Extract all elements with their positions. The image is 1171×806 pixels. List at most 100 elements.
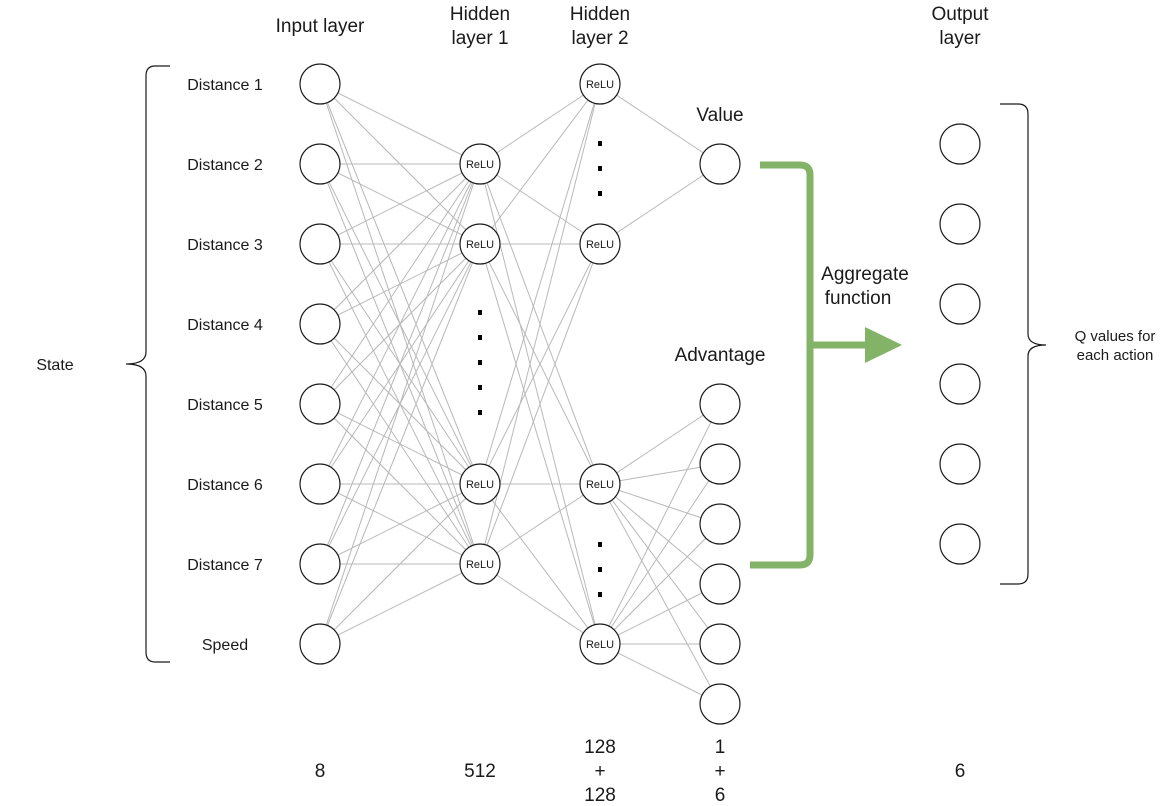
neuron-circle [699,563,741,605]
neuron-circle [699,683,741,725]
input-label-distance-4: Distance 4 [187,317,263,334]
hidden-1-neuron-1: ReLU [459,143,501,185]
hidden-layer-2-title-line-2: layer 2 [571,28,628,49]
neuron-circle [459,463,501,505]
hidden-2-advantage-neuron-1: ReLU [579,463,621,505]
relu-label: ReLU [586,479,614,491]
neuron-circle [939,363,981,405]
hidden-layer-1-title-line-1: Hidden [450,4,510,25]
connection-line [479,483,601,565]
hidden-2-count-line-3: 128 [584,785,616,806]
connection-line [599,643,721,705]
advantage-neuron-6 [699,683,741,725]
connection-line [319,163,481,325]
input-label-distance-3: Distance 3 [187,237,263,254]
connection-line [599,523,721,645]
neuron-circle [699,623,741,665]
connection-line [599,483,721,705]
advantage-neuron-5 [699,623,741,665]
hidden-layer-2-title-line-1: Hidden [570,4,630,25]
q-values-label-line-2: each action [1077,347,1154,364]
neuron-circle [939,443,981,485]
aggregate-arrow [750,161,902,569]
connections [319,83,721,705]
connection-line [479,563,601,645]
neuron-circle [579,223,621,265]
neuron-circle [299,223,341,265]
advantage-stream-label: Advantage [675,345,766,366]
hidden-1-neuron-2: ReLU [459,223,501,265]
streams-count-line-1: 1 [715,737,726,758]
connection-line [479,83,601,165]
q-values-brace [1000,103,1047,585]
hidden-1-ellipsis [478,310,482,415]
input-label-distance-1: Distance 1 [187,77,263,94]
relu-label: ReLU [586,239,614,251]
neuron-circle [579,63,621,105]
neuron-circle [699,143,741,185]
q-values-label-line-1: Q values for [1075,328,1156,345]
connection-line [319,163,481,245]
aggregate-function-label-line-2: function [825,288,892,309]
connection-line [599,403,721,645]
value-stream-label: Value [696,105,743,126]
hidden-2-value-neuron-2: ReLU [579,223,621,265]
input-neuron-4 [299,303,341,345]
connection-line [319,163,481,405]
neuron-circle [299,463,341,505]
connection-line [319,163,481,645]
relu-label: ReLU [466,559,494,571]
input-neuron-1 [299,63,341,105]
neuron-circle [299,303,341,345]
neuron-circle [699,383,741,425]
neurons: ReLU ReLU ReLU ReLU ReLU ReLU ReLU ReLU [299,63,981,725]
neuron-circle [299,383,341,425]
neuron-circle [299,543,341,585]
neuron-circle [939,523,981,565]
connection-line [599,483,721,525]
neuron-circle [699,443,741,485]
neuron-circle [459,543,501,585]
input-neuron-8 [299,623,341,665]
input-label-distance-7: Distance 7 [187,557,263,574]
state-label: State [36,357,73,374]
connection-line [599,483,721,645]
input-label-distance-6: Distance 6 [187,477,263,494]
hidden-layer-1-title-line-2: layer 1 [451,28,508,49]
connection-line [479,243,601,485]
output-neuron-6 [939,523,981,565]
connection-line [479,243,601,565]
connection-line [479,83,601,245]
neuron-circle [459,223,501,265]
hidden-2-value-ellipsis [598,141,602,196]
neuron-circle [579,463,621,505]
connection-line [319,563,481,645]
advantage-neuron-1 [699,383,741,425]
neuron-circle [299,623,341,665]
output-neuron-2 [939,203,981,245]
connection-line [599,403,721,485]
output-count: 6 [955,761,966,782]
relu-label: ReLU [586,79,614,91]
input-label-distance-2: Distance 2 [187,157,263,174]
input-neuron-3 [299,223,341,265]
connection-line [319,483,481,565]
connection-line [319,483,481,645]
input-neuron-2 [299,143,341,185]
hidden-1-neuron-3: ReLU [459,463,501,505]
output-neuron-4 [939,363,981,405]
output-neuron-5 [939,443,981,485]
connection-line [319,163,481,485]
connection-line [319,83,481,165]
hidden-1-neuron-4: ReLU [459,543,501,585]
input-neuron-5 [299,383,341,425]
advantage-neuron-2 [699,443,741,485]
input-count: 8 [315,761,326,782]
connection-line [319,243,481,645]
connection-line [599,83,721,165]
state-brace [125,65,170,663]
output-neuron-3 [939,283,981,325]
connection-line [479,83,601,485]
neuron-circle [579,623,621,665]
